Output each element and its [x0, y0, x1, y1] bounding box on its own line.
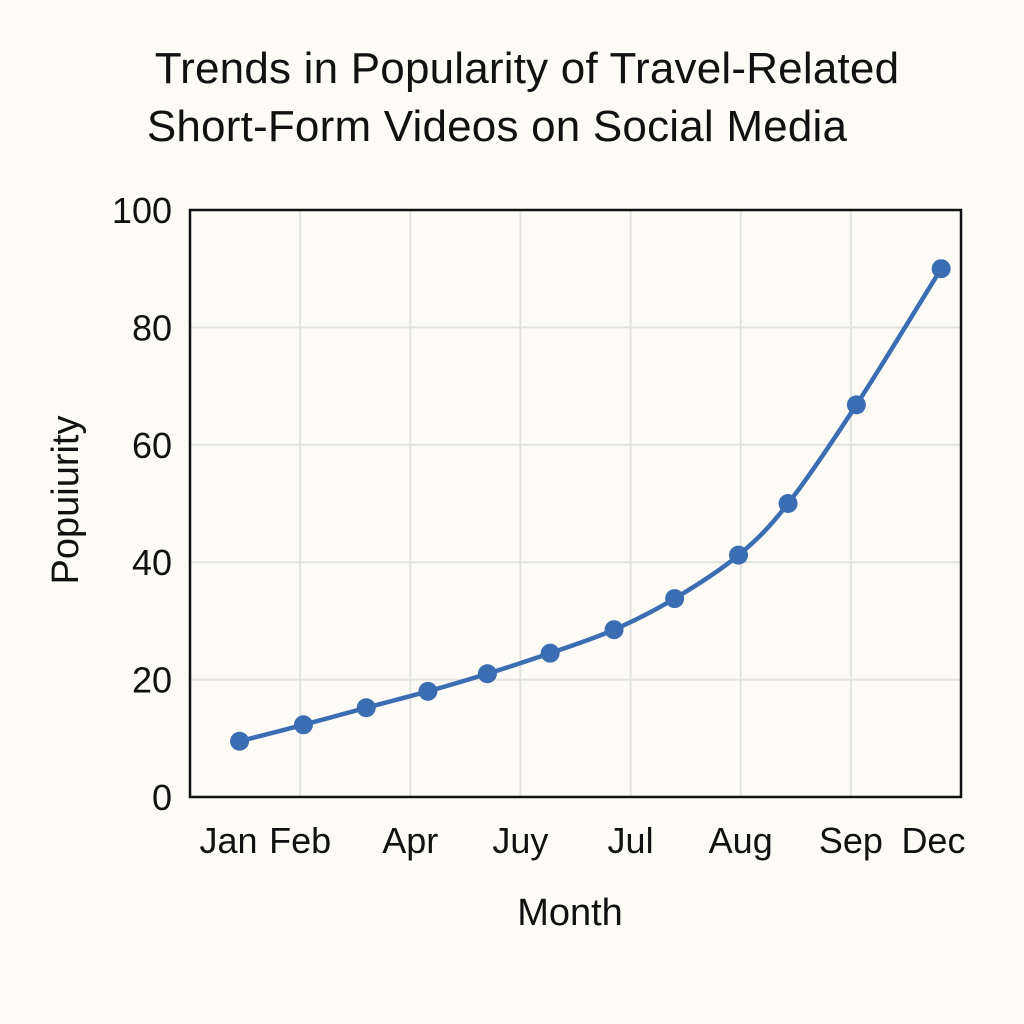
series-line: [237, 266, 944, 744]
y-tick-label: 80: [132, 307, 172, 348]
plot-frame: [188, 208, 963, 799]
x-tick-label: Feb: [269, 820, 331, 861]
x-tick-label: Jan: [200, 820, 258, 861]
chart-title: Trends in Popularity of Travel-Related S…: [0, 40, 1024, 156]
chart-title-line-1: Trends in Popularity of Travel-Related: [154, 44, 900, 93]
data-point: [604, 620, 624, 640]
chart-title-line-2: Short-Form Videos on Social Media: [146, 102, 848, 151]
x-tick-label: Jul: [608, 820, 654, 861]
data-point: [665, 589, 685, 609]
data-point: [729, 545, 749, 565]
y-axis-ticks: 0 20 40 60 80 100: [112, 190, 172, 818]
grid-lines: [190, 210, 961, 797]
x-axis-label: Month: [517, 892, 623, 934]
data-point: [778, 494, 798, 513]
y-tick-label: 0: [152, 777, 172, 818]
y-tick-label: 100: [112, 190, 172, 231]
x-tick-label: Apr: [382, 820, 438, 861]
y-tick-label: 60: [132, 425, 172, 466]
data-point: [293, 715, 313, 735]
data-point: [477, 664, 497, 684]
x-axis-ticks: Jan Feb Apr Juy Jul Aug Sep Dec: [200, 820, 966, 861]
x-tick-label: Juy: [492, 820, 548, 861]
series-layer: [230, 259, 951, 751]
x-tick-label: Aug: [709, 820, 773, 861]
y-axis-label: Popuiurity: [45, 416, 87, 585]
data-point: [230, 731, 250, 751]
data-point: [846, 395, 866, 415]
x-tick-label: Sep: [819, 820, 883, 861]
x-tick-label: Dec: [901, 820, 965, 861]
data-point: [356, 698, 376, 718]
y-tick-label: 40: [132, 542, 172, 583]
data-point: [931, 259, 951, 279]
data-point: [540, 643, 560, 663]
y-tick-label: 20: [132, 660, 172, 701]
data-point: [418, 681, 438, 701]
